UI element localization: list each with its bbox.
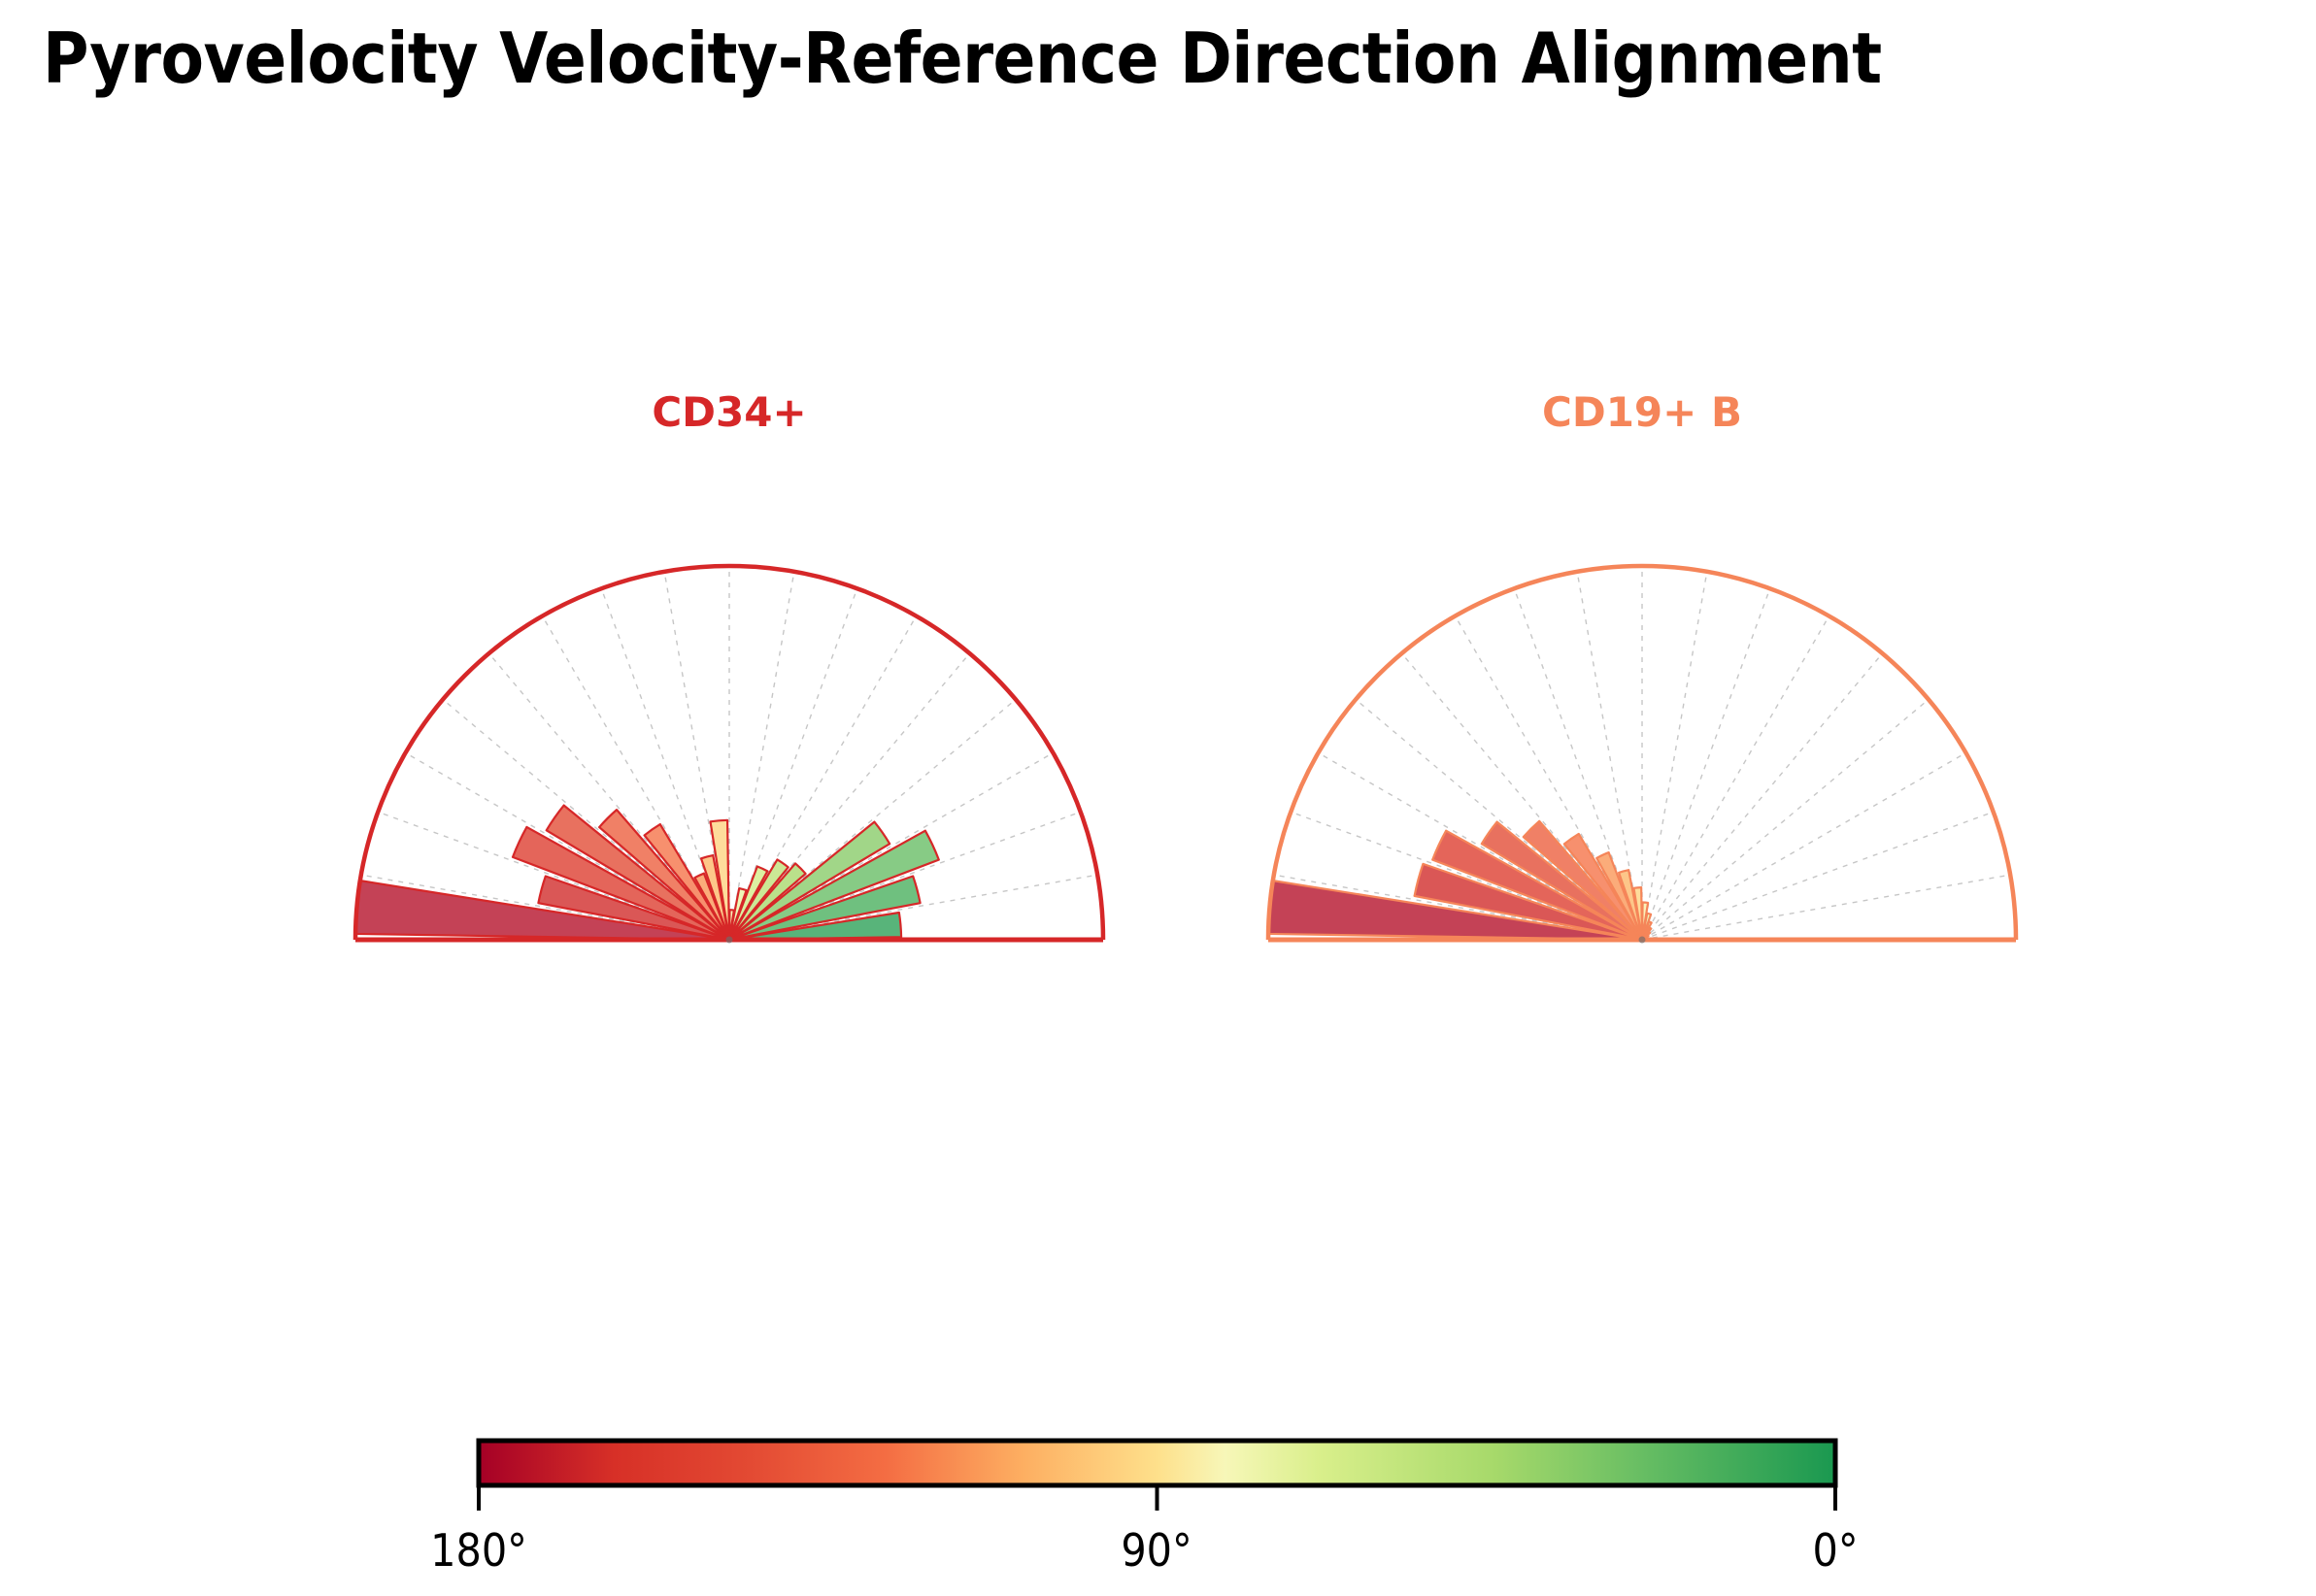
rose-bar xyxy=(727,862,807,942)
radial-gridline xyxy=(600,587,730,941)
radial-gridline xyxy=(728,615,918,941)
radial-gridline xyxy=(1641,698,1930,941)
rose-bar xyxy=(1480,820,1644,942)
radial-gridline xyxy=(1318,751,1643,941)
colorbar-svg xyxy=(476,1438,1838,1511)
rose-bar xyxy=(727,886,748,942)
colorbar-tick-0: 0° xyxy=(1812,1524,1859,1577)
rose-bar xyxy=(511,825,731,942)
cd34-panel-title: CD34+ xyxy=(652,388,807,436)
rose-bar xyxy=(598,809,731,942)
radial-gridline xyxy=(1273,874,1643,941)
radial-gridline xyxy=(728,587,858,941)
radial-gridline xyxy=(1641,652,1884,941)
rose-bar xyxy=(727,911,903,942)
colorbar-tick-180: 180° xyxy=(430,1524,527,1577)
colorbar-tick-90: 90° xyxy=(1121,1524,1192,1577)
rose-bar xyxy=(1522,819,1644,942)
radial-gridline xyxy=(487,652,730,941)
radial-gridline xyxy=(360,874,730,941)
radial-gridline xyxy=(1513,587,1643,941)
radial-gridline xyxy=(1576,571,1643,941)
radial-gridline xyxy=(728,698,1017,941)
radial-gridline xyxy=(377,811,730,941)
cd34-panel: CD34+ xyxy=(352,388,1106,944)
radial-gridline xyxy=(728,811,1082,941)
cd19b-polar-rose xyxy=(1265,563,2019,944)
radial-gridline xyxy=(1641,571,1708,941)
radial-gridline xyxy=(1290,811,1643,941)
radial-gridline xyxy=(728,874,1098,941)
radial-gridline xyxy=(1641,811,1995,941)
rose-bar xyxy=(693,872,731,942)
radial-gridline xyxy=(663,571,730,941)
cd19b-panel-title: CD19+ B xyxy=(1542,388,1742,436)
rose-bar xyxy=(1431,829,1644,942)
polar-outer-spine xyxy=(352,563,1106,941)
radial-gridline xyxy=(1641,587,1771,941)
cd34-polar-rose xyxy=(352,563,1106,944)
rose-bar xyxy=(727,820,891,942)
radial-gridline xyxy=(728,751,1054,941)
rose-bar xyxy=(727,875,922,942)
polar-outer-spine xyxy=(1265,563,2019,941)
rose-bar xyxy=(1640,901,1650,942)
radial-gridline xyxy=(1355,698,1643,941)
radial-gridline xyxy=(728,571,795,941)
rose-bar xyxy=(537,875,731,942)
radial-gridline xyxy=(1400,652,1643,941)
rose-bar xyxy=(727,865,769,942)
cd19b-panel: CD19+ B xyxy=(1158,0,2316,1596)
rose-bar xyxy=(643,822,731,942)
radial-gridline xyxy=(1641,874,2011,941)
polar-origin xyxy=(725,936,733,944)
radial-gridline xyxy=(442,698,730,941)
rose-bar xyxy=(1595,850,1644,942)
rose-bar xyxy=(727,829,940,942)
radial-gridline xyxy=(1641,751,1966,941)
colorbar-gradient xyxy=(476,1438,1838,1488)
polar-origin xyxy=(1638,936,1646,944)
rose-bar xyxy=(545,804,731,942)
radial-gridline xyxy=(541,615,730,941)
radial-gridline xyxy=(405,751,730,941)
radial-gridline xyxy=(728,652,971,941)
rose-bar xyxy=(1562,832,1644,942)
radial-gridline xyxy=(1454,615,1643,941)
rose-bar xyxy=(727,858,789,942)
radial-gridline xyxy=(1641,615,1830,941)
colorbar: 180° 90° 0° xyxy=(430,1438,1859,1596)
rose-bar xyxy=(1413,862,1644,942)
figure-title: Pyrovelocity Velocity-Reference Directio… xyxy=(43,17,1882,99)
